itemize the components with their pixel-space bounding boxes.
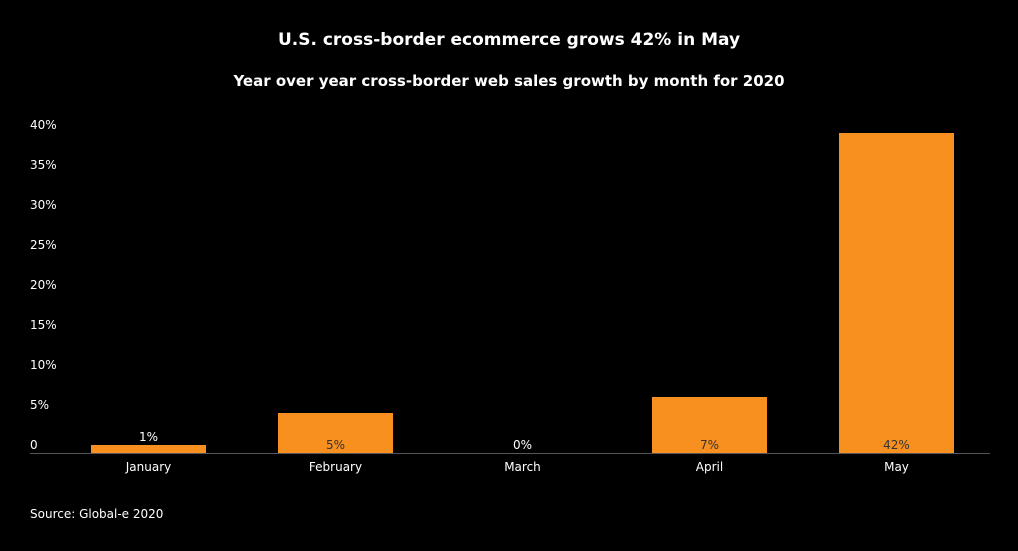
- y-tick-label: 5%: [30, 398, 49, 412]
- x-tick-label: April: [696, 460, 723, 474]
- data-label: 42%: [883, 438, 910, 452]
- chart-subtitle: Year over year cross-border web sales gr…: [233, 72, 785, 90]
- source-note: Source: Global-e 2020: [30, 507, 164, 521]
- bar-february: [278, 413, 393, 453]
- x-tick-label: January: [125, 460, 172, 474]
- y-tick-label: 20%: [30, 278, 57, 292]
- y-tick-label: 15%: [30, 318, 57, 332]
- chart-title: U.S. cross-border ecommerce grows 42% in…: [277, 30, 741, 50]
- x-tick-label: March: [504, 460, 541, 474]
- data-label: 0%: [513, 438, 532, 452]
- bar-january: [91, 445, 206, 453]
- data-label: 5%: [326, 438, 345, 452]
- bar-may: [839, 133, 954, 453]
- y-tick-label: 30%: [30, 198, 57, 212]
- y-tick-label: 40%: [30, 118, 57, 132]
- x-tick-label: February: [309, 460, 362, 474]
- x-tick-label: May: [884, 460, 909, 474]
- data-label: 1%: [139, 430, 158, 444]
- data-label: 7%: [700, 438, 719, 452]
- y-tick-label: 35%: [30, 158, 57, 172]
- y-tick-label: 25%: [30, 238, 57, 252]
- bar-april: [652, 397, 767, 453]
- y-tick-label: 0: [30, 438, 38, 452]
- y-tick-label: 10%: [30, 358, 57, 372]
